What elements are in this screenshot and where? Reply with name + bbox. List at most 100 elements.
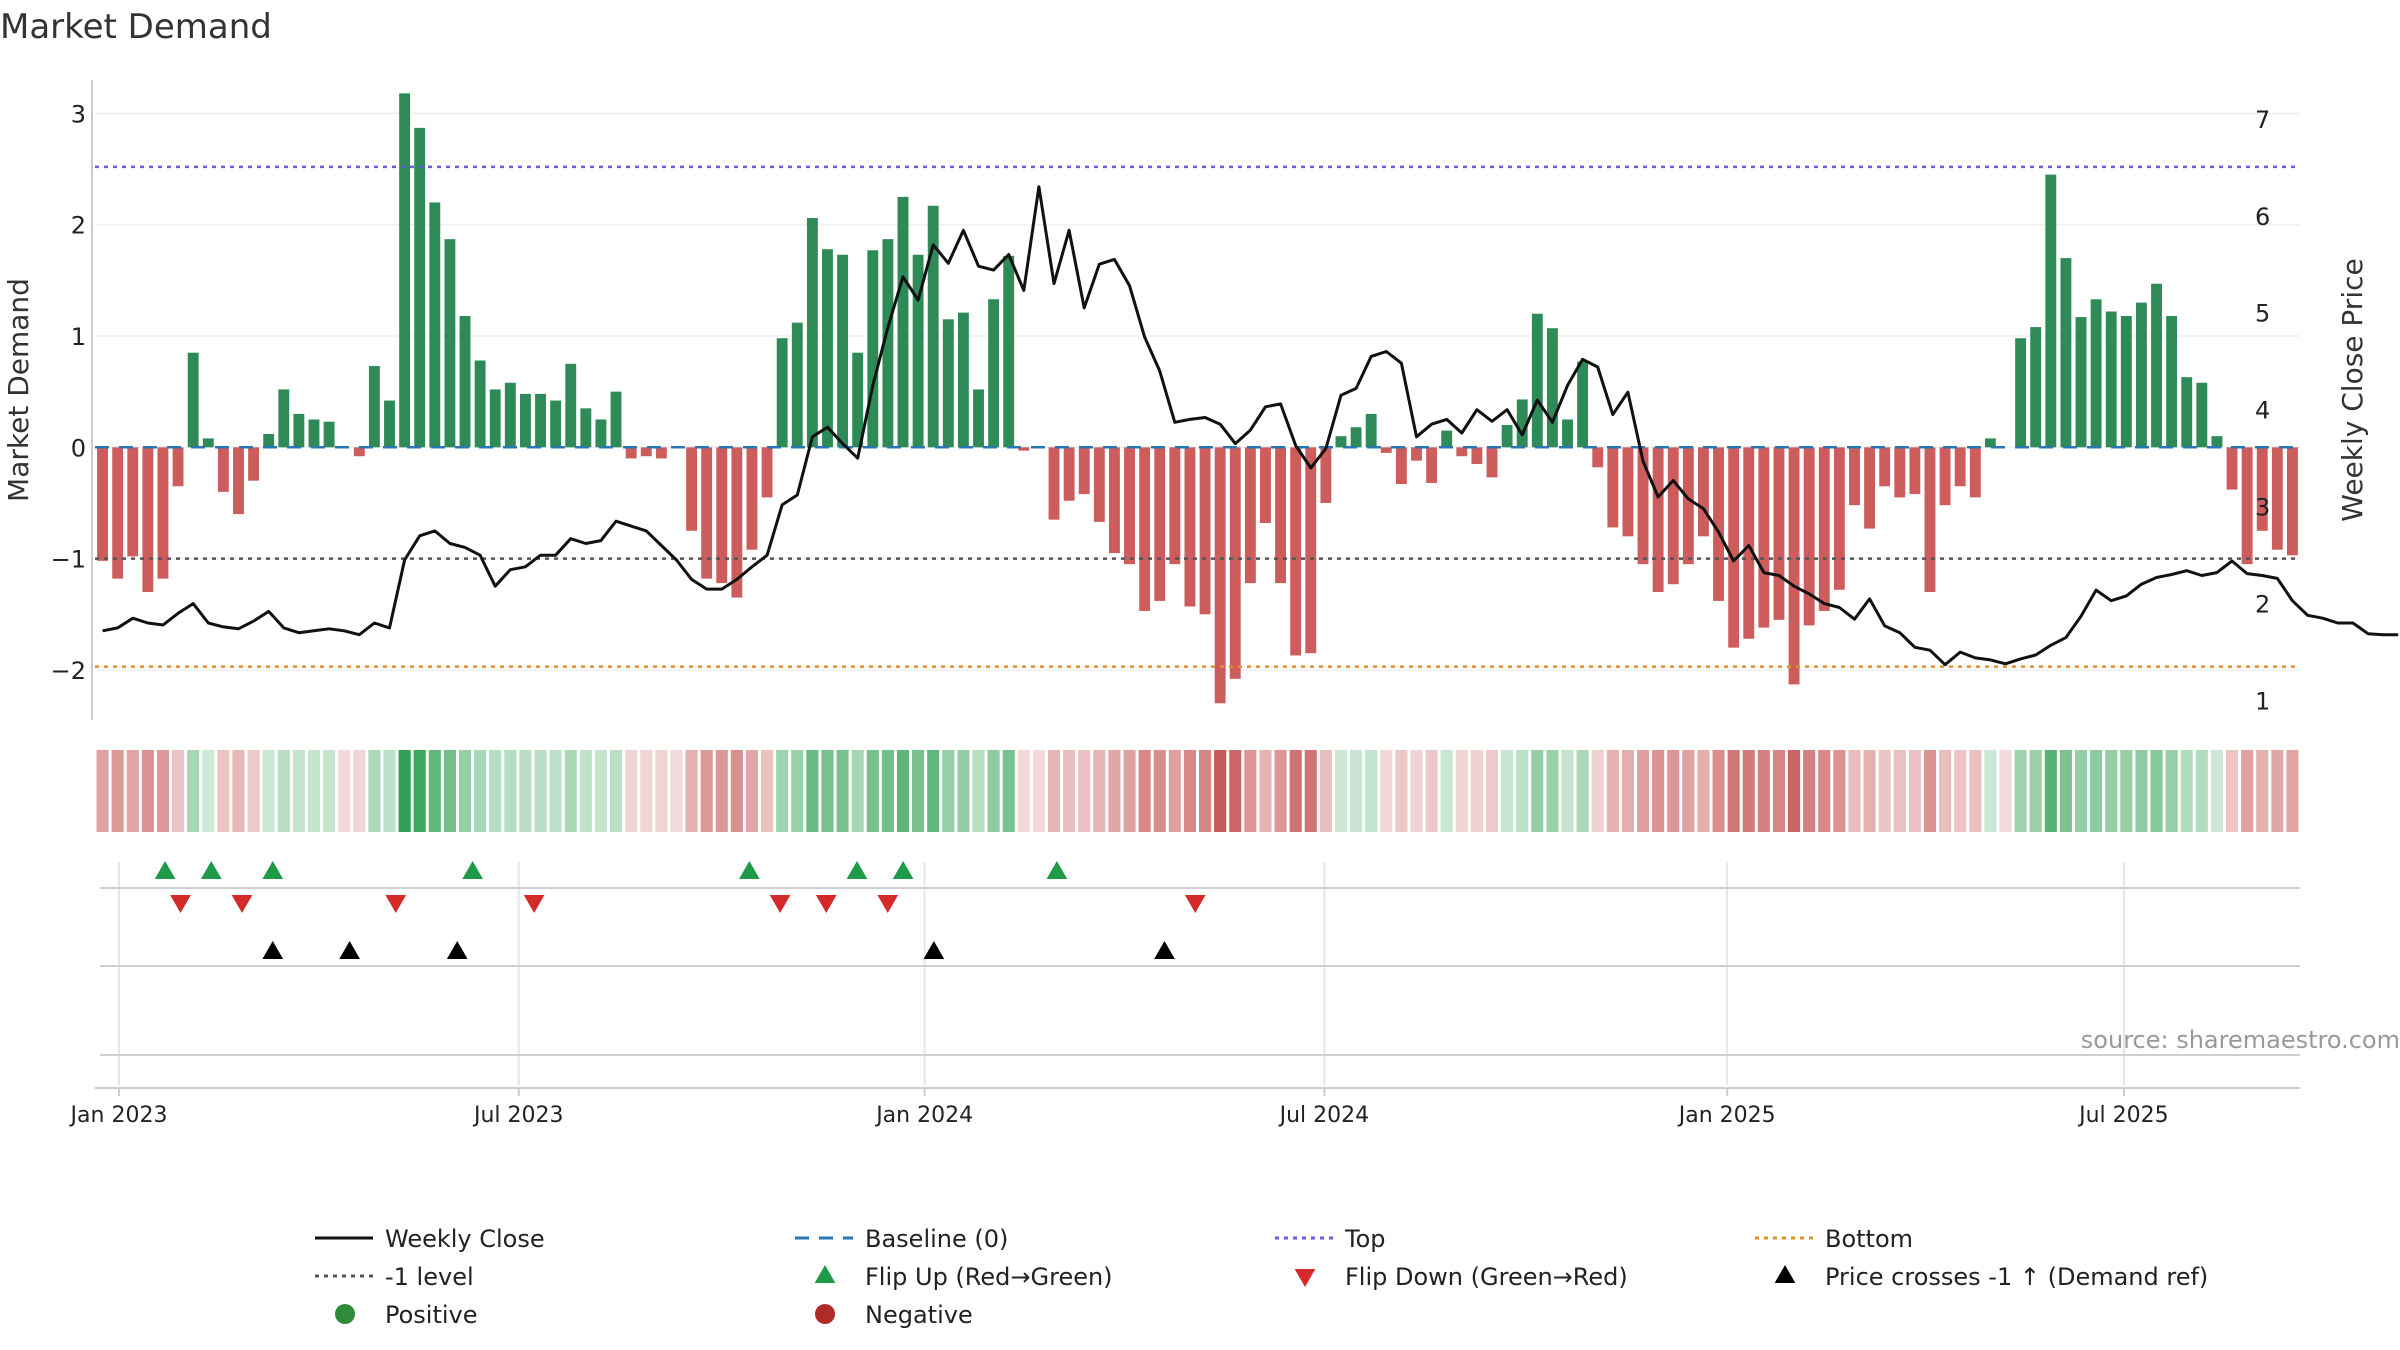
heat-strip-cell [685,750,698,832]
demand-bar-negative [1803,447,1815,626]
heat-strip-cell [1561,750,1574,832]
heat-strip-cell [1244,750,1257,832]
heat-strip-cell [1470,750,1483,832]
demand-bar-positive [2166,315,2178,448]
demand-bar-positive [187,352,199,448]
demand-bar-positive [1516,399,1528,448]
y-left-tick-label: −2 [51,657,86,685]
heat-strip-cell [292,750,305,832]
y-axis-left-label: Market Demand [2,278,35,502]
heat-strip-cell [972,750,985,832]
heat-strip-cell [1304,750,1317,832]
gridlines [95,112,2300,1085]
heat-strip-cell [1667,750,1680,832]
demand-bar-negative [716,447,728,584]
heat-strip-cell [806,750,819,832]
heat-strip-cell [1440,750,1453,832]
heat-strip-cell [2165,750,2178,832]
legend-label: Positive [385,1301,478,1329]
demand-bar-negative [1637,447,1649,565]
heat-strip-cell [2014,750,2027,832]
heat-strip-cell [2195,750,2208,832]
flip-up-marker [462,861,483,879]
demand-bar-negative [1124,447,1135,565]
heat-strip-cell [1682,750,1695,832]
heat-strip-cell [1606,750,1619,832]
y-left-tick-label: 0 [71,434,86,462]
legend-item: Top [1275,1225,1386,1253]
flip-up-marker [739,861,760,879]
heat-strip-cell [96,750,109,832]
legend: Weekly Close Baseline (0) Top Bottom -1 leve… [315,1225,2208,1329]
demand-bar-negative [233,447,244,515]
demand-bar-positive [595,419,607,448]
y-left-tick-label: −1 [51,546,86,574]
demand-bar-negative [1229,447,1241,679]
demand-bar-negative [1486,447,1498,478]
demand-bar-positive [806,218,818,448]
heat-strip-cell [1788,750,1801,832]
demand-bar-positive [429,202,441,448]
demand-bar-positive [2090,299,2102,448]
legend-swatch-triangle-up [1774,1265,1796,1283]
heat-strip-cell [625,750,638,832]
heat-strip-cell [1485,750,1499,832]
demand-bar-positive [2015,338,2027,448]
demand-bar-negative [1969,447,1981,498]
demand-bar-negative [1260,447,1271,523]
demand-bar-positive [2151,283,2162,448]
legend-item: -1 level [315,1263,474,1291]
heat-strip-cell [1984,750,1997,832]
flip-up-marker [892,861,914,879]
demand-bar-positive [791,322,803,448]
legend-item: Flip Up (Red→Green) [814,1263,1113,1291]
legend-label: Price crosses -1 ↑ (Demand ref) [1825,1263,2208,1291]
heat-strip-cell [579,750,592,832]
heat-strip-cell [1334,750,1348,832]
demand-bar-positive [957,312,969,448]
x-tick-label: Jul 2025 [2077,1103,2169,1128]
demand-bar-negative [1607,447,1619,528]
y-right-tick-label: 3 [2255,494,2270,522]
heat-strip-cell [1501,750,1514,832]
demand-bar-positive [852,352,864,448]
heat-strip-cell [1531,750,1544,832]
heat-strip-cell [172,750,185,832]
heat-strip-cell [851,750,864,832]
heat-strip-cell [1893,750,1906,832]
heat-strip-cell [609,750,623,832]
demand-bar-negative [1924,447,1936,592]
demand-bar-negative [1456,447,1468,457]
demand-bar-negative [1788,447,1800,685]
demand-bar-positive [263,433,275,448]
heat-strip-cell [1833,750,1846,832]
heat-strip-cell [232,750,245,832]
demand-bar-negative [1849,447,1860,506]
heat-strip-cell [1289,750,1302,832]
heat-strip-cell [1047,750,1061,832]
heat-strip-cell [458,750,472,832]
heat-strip-cell [504,750,517,832]
demand-bar-negative [1728,447,1740,648]
heat-strip-cell [896,750,910,832]
demand-bar-negative [1471,447,1483,464]
heat-strip-cell [1923,750,1937,832]
demand-bar-positive [988,299,1000,448]
demand-bar-negative [127,447,139,557]
demand-bar-negative [1894,447,1906,498]
heat-strip-cell [1199,750,1212,832]
heat-strip-cell [1138,750,1151,832]
legend-item: Baseline (0) [795,1225,1008,1253]
demand-bar-negative [1154,447,1166,601]
y-right-tick-label: 4 [2255,397,2270,425]
heat-strip-cell [1878,750,1891,832]
heat-strip-cell [1455,750,1468,832]
flip-down-marker [170,895,191,913]
demand-bar-negative [1758,447,1770,628]
heat-strip-cell [323,750,336,832]
demand-bar-positive [2196,382,2208,448]
demand-bar-negative [1395,447,1407,485]
heat-strip-cell [2225,750,2239,832]
demand-bar-positive [535,393,546,448]
